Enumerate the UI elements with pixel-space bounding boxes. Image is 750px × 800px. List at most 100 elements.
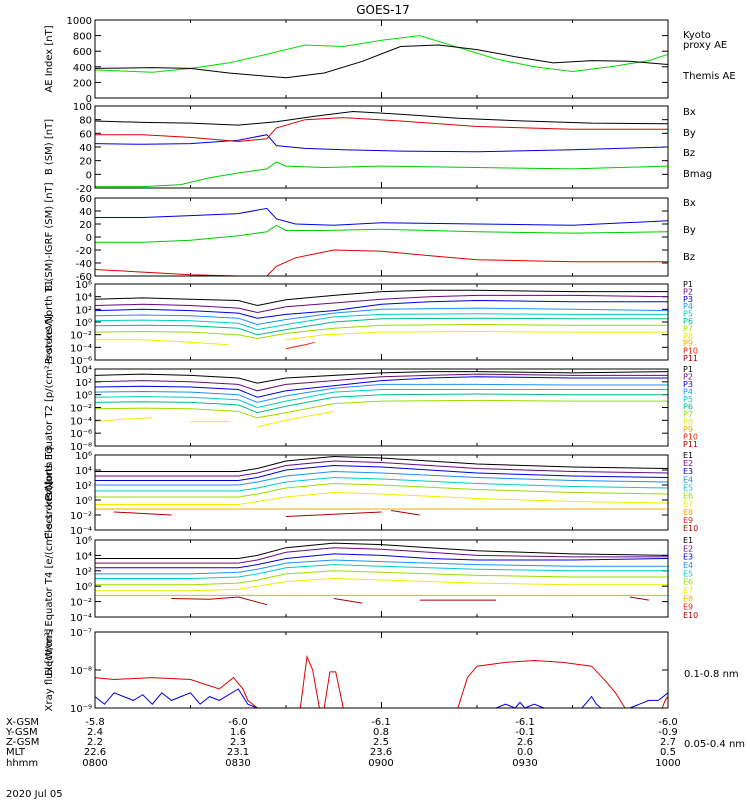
y-tick-label: 40	[79, 143, 92, 154]
footer-cell: 0800	[82, 758, 107, 769]
series-line	[94, 35, 669, 73]
y-axis-label: Electrons North T3	[44, 446, 55, 539]
footer-cell: -5.8	[85, 717, 105, 728]
legend-entry: P11	[683, 354, 698, 363]
series-line	[94, 373, 668, 392]
series-line	[94, 249, 668, 277]
series-line	[333, 598, 363, 604]
y-tick-label: 10⁻²	[70, 331, 92, 342]
series-line	[661, 696, 669, 709]
legend-entry: Bx	[683, 107, 696, 118]
y-axis-label: B (SM)-IGRF (SM) [nT]	[44, 182, 55, 291]
y-tick-label: -20	[76, 184, 92, 195]
legend-entry: E2	[683, 544, 693, 553]
series-line	[94, 371, 669, 384]
series-line	[581, 695, 602, 709]
y-tick-label: 10⁻⁴	[70, 613, 92, 624]
legend-entry: P10	[683, 347, 698, 356]
footer-cell: -6.1	[371, 717, 391, 728]
series-line	[457, 659, 626, 709]
legend-entry: Kyoto	[683, 30, 711, 41]
series-line	[495, 701, 545, 709]
panel-7: 10⁶ 10⁴ 10² 10⁰ 10⁻² 10⁻⁴ Electrons Equator T4…	[44, 481, 698, 676]
footer-cell: 2.2	[87, 737, 103, 748]
legend-entry: 0.05-0.4 nm	[684, 739, 745, 750]
series-line	[95, 570, 668, 586]
footer-cell: 0.8	[373, 727, 389, 738]
series-line	[94, 294, 669, 314]
legend-entry: E6	[683, 492, 693, 501]
series-line	[629, 692, 669, 709]
series-line	[94, 389, 668, 409]
panel-frame	[94, 197, 669, 277]
legend-entry: P8	[683, 332, 693, 341]
legend-entry: Themis AE	[682, 71, 736, 82]
series-line	[114, 511, 172, 516]
legend-entry: P3	[683, 380, 693, 389]
legend-entry: Bz	[683, 252, 695, 263]
panel-frame	[94, 19, 669, 99]
footer-cell: 2.3	[230, 737, 246, 748]
y-tick-label: 0	[86, 94, 92, 105]
footer-row-label: hhmm	[6, 758, 38, 769]
legend-entry: P6	[683, 317, 693, 326]
y-tick-label: 10⁰	[75, 496, 92, 507]
legend-entry: E1	[683, 536, 693, 545]
panel-frame	[94, 539, 669, 618]
series-line	[95, 547, 668, 564]
series-line	[95, 339, 229, 346]
legend-entry: P3	[683, 295, 693, 304]
series-line	[95, 455, 669, 472]
series-line	[95, 460, 669, 477]
series-line	[391, 510, 420, 516]
y-tick-label: 10²	[75, 305, 92, 316]
footer-cell: 0930	[512, 758, 537, 769]
legend-entry: E3	[683, 553, 693, 562]
y-tick-label: 10²	[75, 378, 92, 389]
y-tick-label: 10²	[75, 567, 92, 578]
legend-entry: E4	[683, 475, 693, 484]
y-tick-label: 10⁶	[75, 451, 92, 462]
panel-frame	[94, 105, 669, 189]
series-line	[95, 161, 669, 188]
series-line	[94, 393, 668, 414]
y-tick-label: 20	[79, 220, 92, 231]
footer-cell: 2.4	[87, 727, 103, 738]
y-tick-label: 400	[73, 63, 92, 74]
legend-entry: By	[683, 225, 696, 236]
legend-entry: P5	[683, 310, 693, 319]
series-line	[94, 676, 267, 709]
legend-entry: E9	[683, 516, 693, 525]
series-line	[629, 596, 649, 601]
y-axis-label: B (SM) [nT]	[44, 119, 55, 175]
series-line	[285, 511, 382, 517]
series-line	[299, 654, 320, 709]
legend-entry: E5	[683, 569, 693, 578]
y-tick-label: 0	[86, 170, 92, 181]
y-tick-label: -40	[76, 259, 92, 270]
panel-8: 10⁻⁷ 10⁻⁸ 10⁻⁹ Xray flux [W/m²] 0.1-0.8 nm 0.…	[44, 628, 745, 750]
legend-entry: Bx	[683, 198, 696, 209]
footer-cell: -6.0	[658, 717, 678, 728]
series-line	[257, 410, 334, 428]
legend-entry: P1	[683, 365, 693, 374]
legend-entry: E4	[683, 561, 693, 570]
chart-title: GOES-17	[356, 3, 410, 17]
series-line	[323, 671, 344, 709]
y-tick-label: 10⁴	[75, 365, 92, 376]
series-line	[95, 470, 669, 486]
y-axis-label: Xray flux [W/m²]	[44, 629, 55, 712]
legend-entry: 0.1-0.8 nm	[684, 669, 739, 680]
y-tick-label: 10⁻⁴	[70, 416, 92, 427]
y-tick-label: 10⁻²	[70, 598, 92, 609]
y-tick-label: 60	[79, 129, 92, 140]
y-tick-label: 10⁶	[75, 536, 92, 547]
footer-cell: 22.6	[84, 747, 106, 758]
panel-frame	[94, 631, 669, 709]
panel-2: 100 80 60 40 20 0 -20 B (SM) [nT] Bx By Bz Bmag	[44, 102, 712, 195]
legend-entry: proxy AE	[683, 40, 727, 51]
legend-entry: E6	[683, 578, 693, 587]
y-tick-label: 80	[79, 116, 92, 127]
